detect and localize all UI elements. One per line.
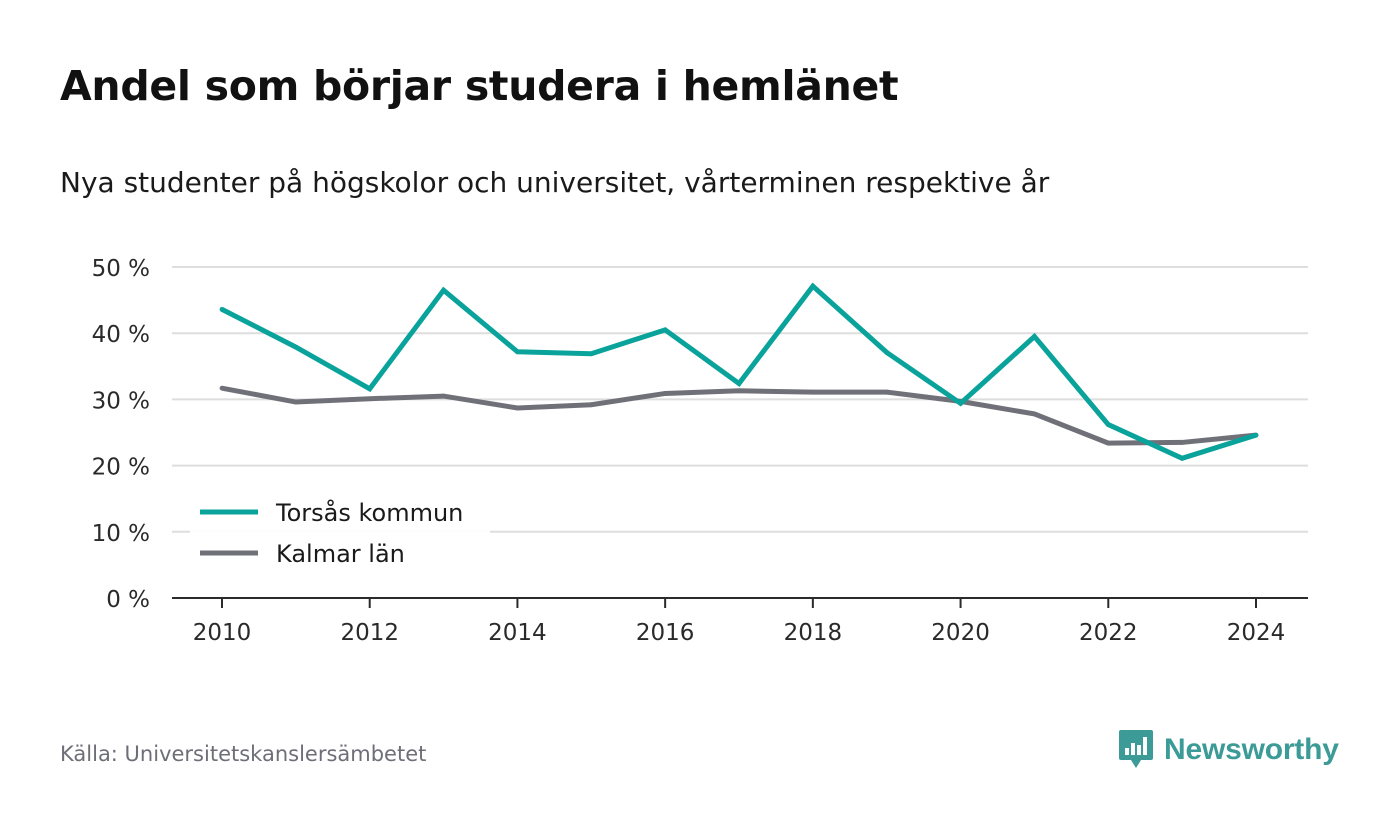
chart-subtitle: Nya studenter på högskolor och universit… xyxy=(60,166,1050,199)
brand-logo[interactable]: Newsworthy xyxy=(1118,728,1339,772)
y-axis-ticks: 0 % 10 % 20 % 30 % 40 % 50 % xyxy=(92,256,150,613)
data-point-series-0-2022 xyxy=(1105,422,1111,427)
x-tick-label: 2014 xyxy=(488,620,547,646)
data-point-series-1-2010 xyxy=(219,385,225,391)
data-point-series-1-2018 xyxy=(810,389,816,395)
y-tick-label: 0 % xyxy=(106,587,150,613)
data-point-series-1-2011 xyxy=(293,399,299,405)
line-chart: 0 % 10 % 20 % 30 % 40 % 50 % 2010 2012 2014 2016… xyxy=(92,256,1308,646)
x-tick-label: 2024 xyxy=(1227,620,1286,646)
data-point-series-0-2021 xyxy=(1032,334,1037,339)
data-point-series-0-2017 xyxy=(736,381,742,386)
data-point-series-0-2012 xyxy=(367,386,373,392)
y-tick-label: 20 % xyxy=(92,455,150,481)
x-tick-label: 2016 xyxy=(636,620,695,646)
data-point-series-1-2013 xyxy=(441,393,446,399)
data-point-series-1-2023 xyxy=(1179,440,1185,445)
chart-title: Andel som börjar studera i hemlänet xyxy=(60,62,899,110)
data-point-series-0-2016 xyxy=(662,327,668,333)
source-text: Källa: Universitetskanslersämbetet xyxy=(60,742,427,766)
brand-name: Newsworthy xyxy=(1164,733,1339,766)
data-point-series-1-2016 xyxy=(662,391,668,396)
x-tick-label: 2022 xyxy=(1079,620,1138,646)
y-tick-label: 40 % xyxy=(92,322,150,348)
legend: Torsås kommun Kalmar län xyxy=(190,490,490,582)
data-point-series-0-2023 xyxy=(1179,455,1185,461)
data-point-series-0-2015 xyxy=(588,351,594,357)
series-line-0 xyxy=(220,282,1257,461)
x-tick-label: 2020 xyxy=(931,620,990,646)
legend-label: Kalmar län xyxy=(276,540,405,568)
data-point-series-0-2024 xyxy=(1253,432,1259,438)
series-lines xyxy=(219,282,1259,461)
legend-background xyxy=(190,490,490,582)
data-point-series-1-2017 xyxy=(736,388,742,394)
data-point-series-0-2013 xyxy=(441,287,446,293)
newsworthy-logo-icon xyxy=(1119,730,1153,768)
x-tick-label: 2012 xyxy=(340,620,399,646)
data-point-series-1-2015 xyxy=(588,402,594,408)
legend-label: Torsås kommun xyxy=(275,498,463,527)
data-point-series-1-2014 xyxy=(515,405,520,411)
data-point-series-0-2011 xyxy=(293,344,299,350)
x-tick-label: 2010 xyxy=(193,620,252,646)
y-tick-label: 30 % xyxy=(92,388,150,414)
data-point-series-1-2019 xyxy=(884,389,890,395)
data-point-series-0-2010 xyxy=(219,306,225,312)
data-point-series-1-2012 xyxy=(367,396,373,402)
x-axis-ticks: 2010 2012 2014 2016 2018 2020 2022 2024 xyxy=(193,598,1286,646)
data-point-series-1-2022 xyxy=(1105,440,1111,446)
y-tick-label: 10 % xyxy=(92,521,150,547)
x-tick-label: 2018 xyxy=(784,620,843,646)
data-point-series-1-2021 xyxy=(1032,411,1037,417)
data-point-series-0-2014 xyxy=(515,349,520,355)
data-point-series-0-2019 xyxy=(884,349,890,355)
data-point-series-0-2020 xyxy=(958,400,963,406)
y-tick-label: 50 % xyxy=(92,256,150,282)
data-point-series-0-2018 xyxy=(810,283,816,289)
